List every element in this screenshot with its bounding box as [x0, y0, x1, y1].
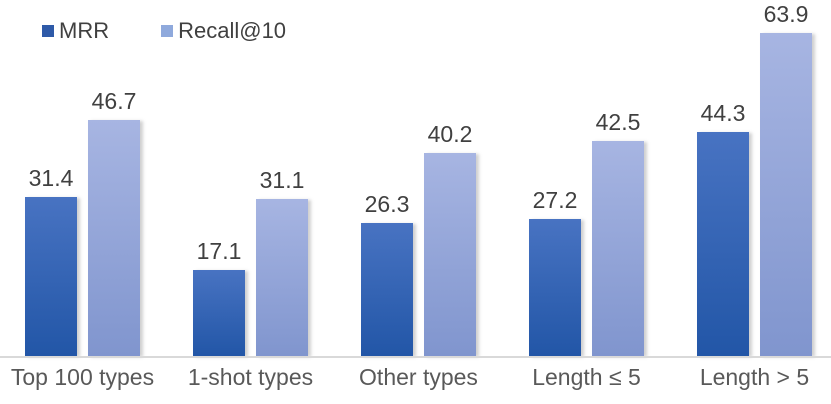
legend-label-mrr: MRR [59, 18, 110, 43]
value-label-recall10-group4: 42.5 [595, 109, 641, 135]
value-label-mrr-group1: 31.4 [28, 165, 74, 191]
value-label-mrr-group3: 26.3 [364, 191, 410, 217]
category-label-group3: Other types [359, 364, 478, 390]
bar-mrr-group4 [529, 219, 581, 356]
bar-mrr-group1 [25, 197, 77, 356]
legend-label-recall10: Recall@10 [178, 18, 287, 43]
value-label-recall10-group3: 40.2 [427, 121, 473, 147]
category-label-group4: Length ≤ 5 [532, 364, 641, 390]
value-label-recall10-group2: 31.1 [259, 167, 305, 193]
bar-mrr-group3 [361, 223, 413, 356]
category-label-group2: 1-shot types [187, 364, 314, 390]
x-axis-line [0, 356, 831, 358]
value-label-mrr-group4: 27.2 [532, 187, 578, 213]
legend-item-recall10: Recall@10 [161, 18, 286, 44]
bar-recall10-group5 [760, 33, 812, 356]
legend-item-mrr: MRR [42, 18, 109, 44]
bar-mrr-group2 [193, 270, 245, 356]
category-label-group5: Length > 5 [699, 364, 810, 390]
value-label-mrr-group2: 17.1 [196, 238, 242, 264]
category-label-group1: Top 100 types [10, 364, 155, 390]
value-label-mrr-group5: 44.3 [700, 100, 746, 126]
value-label-recall10-group5: 63.9 [763, 1, 809, 27]
mrr-swatch-icon [42, 25, 54, 37]
legend: MRR Recall@10 [42, 18, 286, 44]
bar-recall10-group4 [592, 141, 644, 356]
value-label-recall10-group1: 46.7 [91, 88, 137, 114]
recall10-swatch-icon [161, 25, 174, 37]
bar-recall10-group1 [88, 120, 140, 356]
bar-mrr-group5 [697, 132, 749, 356]
bar-recall10-group3 [424, 153, 476, 356]
bar-recall10-group2 [256, 199, 308, 356]
